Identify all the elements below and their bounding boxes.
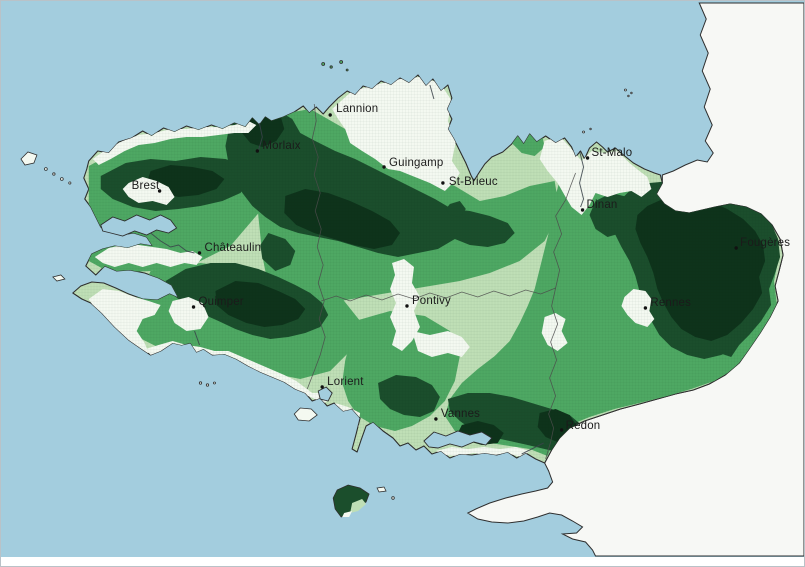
city-label: St-Brieuc: [449, 176, 498, 188]
city-dot: [734, 246, 738, 250]
rade-de-brest: [100, 214, 178, 237]
city-dot: [382, 165, 386, 169]
island-chausey-3: [627, 94, 630, 98]
city-label: St-Malo: [592, 147, 633, 159]
city-dot: [585, 156, 590, 160]
river-trieux: [429, 84, 435, 100]
island-cezembre-1: [582, 130, 585, 134]
island-molene-2: [52, 172, 56, 176]
border-cotesdarmor-morbihan: [321, 287, 556, 302]
island-glenan-2: [205, 383, 210, 387]
city-dot: [197, 251, 202, 255]
island-belle-ile-light-tip: [350, 499, 367, 513]
island-molene-4: [68, 181, 72, 185]
city-label: Morlaix: [262, 140, 300, 152]
city-label: Lorient: [327, 376, 364, 388]
brittany-map-svg: Lannion Morlaix Brest Guingamp St-Brieuc St-M…: [1, 1, 804, 557]
island-groix: [293, 407, 318, 422]
city-label: Châteaulin: [204, 242, 261, 254]
city-layer: Lannion Morlaix Brest Guingamp St-Brieuc St-M…: [132, 103, 790, 432]
island-cezembre-2: [589, 127, 592, 131]
city-dot: [320, 385, 324, 389]
island-sein: [52, 274, 66, 282]
city-label: Rennes: [650, 297, 691, 309]
city-label: Fougères: [740, 237, 790, 249]
city-dot: [191, 305, 196, 309]
city-dot: [157, 189, 162, 193]
island-molene-1: [44, 167, 48, 171]
island-brehat-2: [329, 65, 333, 69]
river-odet: [194, 330, 200, 346]
city-label: Pontivy: [412, 295, 451, 307]
city-label: Quimper: [199, 296, 244, 308]
city-label: Redon: [566, 420, 601, 432]
city-dot: [580, 208, 585, 212]
river-vilaine: [521, 442, 544, 455]
island-glenan-3: [213, 381, 216, 385]
city-label: Brest: [132, 180, 160, 192]
city-dot: [255, 149, 260, 153]
city-dot: [441, 181, 445, 185]
river-rance: [579, 150, 585, 208]
island-brehat-4: [345, 68, 349, 72]
border-illeetvilaine-north: [553, 172, 576, 289]
city-dot: [328, 113, 332, 117]
map-canvas[interactable]: Lannion Morlaix Brest Guingamp St-Brieuc St-M…: [1, 1, 804, 557]
city-dot: [434, 417, 438, 421]
islands: [20, 60, 633, 518]
hydrography: [100, 84, 585, 455]
river-aulne: [150, 232, 195, 254]
border-illeetvilaine-south: [545, 287, 559, 460]
city-dot: [643, 306, 648, 310]
island-glenan-1: [198, 381, 203, 385]
island-molene-3: [60, 177, 64, 181]
city-label: Vannes: [441, 408, 480, 420]
river-morlaix: [257, 122, 263, 152]
island-brehat-1: [321, 62, 326, 66]
department-borders: [306, 103, 576, 460]
island-chausey-1: [624, 88, 627, 92]
city-label: Dinan: [587, 199, 618, 211]
city-label: Lannion: [336, 103, 378, 115]
rade-de-lorient: [317, 386, 333, 402]
island-houat: [376, 486, 387, 493]
city-dot: [405, 304, 409, 308]
golfe-du-morbihan: [423, 430, 493, 449]
island-belle-ile-white-tip: [342, 511, 353, 517]
border-finistere-cotesdarmor: [306, 103, 326, 390]
city-label: Guingamp: [389, 157, 443, 169]
island-hoedic: [391, 496, 395, 500]
city-dot: [559, 428, 564, 432]
island-ouessant: [20, 151, 38, 166]
island-chausey-2: [630, 91, 633, 95]
island-brehat-3: [339, 60, 344, 64]
